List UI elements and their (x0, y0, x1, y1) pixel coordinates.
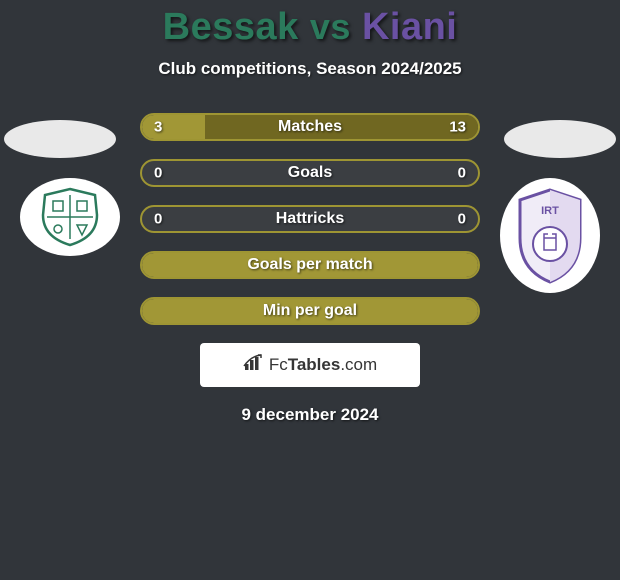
stat-label: Goals (288, 164, 332, 182)
badge-prefix: Fc (269, 355, 288, 374)
badge-suffix: .com (340, 355, 377, 374)
fctables-badge[interactable]: FcTables.com (200, 343, 420, 387)
fctables-text: FcTables.com (269, 355, 377, 375)
stat-fill-left (142, 115, 205, 139)
bar-chart-icon (243, 354, 265, 377)
stat-label: Goals per match (247, 256, 372, 274)
stat-row: Min per goal (140, 297, 480, 325)
club-crest-left (20, 178, 120, 256)
snapshot-date: 9 december 2024 (0, 405, 620, 425)
badge-bold: Tables (288, 355, 341, 374)
stat-value-left: 0 (154, 165, 162, 182)
stat-label: Hattricks (276, 210, 344, 228)
comparison-title: Bessak vs Kiani (0, 0, 620, 49)
stat-row: 0 0 Goals (140, 159, 480, 187)
stat-value-right: 0 (458, 165, 466, 182)
player2-name: Kiani (362, 6, 457, 48)
stat-value-left: 3 (154, 119, 162, 136)
player2-silhouette (504, 120, 616, 158)
shield-icon (35, 187, 105, 247)
player1-name: Bessak (163, 6, 299, 48)
stat-label: Matches (278, 118, 342, 136)
stat-label: Min per goal (263, 302, 357, 320)
stat-value-left: 0 (154, 211, 162, 228)
club-crest-right: IRT (500, 178, 600, 293)
stat-row: 0 0 Hattricks (140, 205, 480, 233)
svg-text:IRT: IRT (541, 205, 559, 217)
vs-text: vs (310, 6, 351, 47)
shield-icon: IRT (514, 188, 586, 284)
stats-container: 3 13 Matches 0 0 Goals 0 0 Hattricks Goals per ma… (140, 113, 480, 325)
stat-value-right: 13 (449, 119, 466, 136)
subtitle: Club competitions, Season 2024/2025 (0, 59, 620, 79)
stat-row: Goals per match (140, 251, 480, 279)
player1-silhouette (4, 120, 116, 158)
stat-value-right: 0 (458, 211, 466, 228)
stat-row: 3 13 Matches (140, 113, 480, 141)
